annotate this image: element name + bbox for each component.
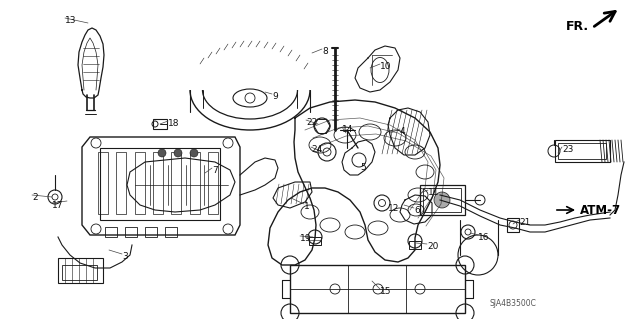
Text: 1: 1	[304, 202, 310, 211]
Text: 19: 19	[300, 234, 312, 243]
Text: SJA4B3500C: SJA4B3500C	[490, 299, 537, 308]
Bar	[153, 152, 163, 214]
Text: ATM-7: ATM-7	[580, 204, 621, 217]
Bar	[507, 218, 519, 232]
Bar	[116, 152, 126, 214]
Text: 7: 7	[212, 166, 218, 175]
Text: 11: 11	[428, 188, 440, 197]
Bar	[423, 188, 461, 212]
Text: 16: 16	[478, 233, 490, 242]
Text: 13: 13	[65, 16, 77, 25]
Text: 3: 3	[122, 252, 128, 261]
Text: 17: 17	[52, 201, 63, 210]
Circle shape	[158, 149, 166, 157]
Bar	[58, 258, 103, 283]
Text: 23: 23	[562, 145, 573, 154]
Text: 14: 14	[342, 125, 353, 134]
Circle shape	[174, 149, 182, 157]
Bar	[420, 185, 465, 215]
Text: 10: 10	[380, 62, 392, 71]
Bar	[145, 227, 157, 237]
Bar	[100, 148, 220, 220]
Circle shape	[434, 192, 450, 208]
Bar	[172, 152, 181, 214]
Bar	[555, 140, 610, 162]
Text: 24: 24	[311, 145, 323, 154]
Text: 15: 15	[380, 287, 392, 296]
Text: 8: 8	[322, 47, 328, 56]
Bar	[125, 227, 137, 237]
Bar	[165, 227, 177, 237]
Bar	[409, 241, 421, 249]
Bar	[558, 143, 606, 159]
Text: 2: 2	[32, 193, 38, 202]
Bar	[62, 265, 97, 280]
Text: 6: 6	[414, 206, 420, 215]
Circle shape	[190, 149, 198, 157]
Text: 18: 18	[168, 119, 179, 128]
Text: 22: 22	[306, 118, 317, 127]
Bar	[309, 237, 321, 245]
Bar	[98, 152, 108, 214]
Bar	[189, 152, 200, 214]
Bar	[290, 265, 465, 313]
Text: 12: 12	[388, 204, 399, 213]
Bar	[105, 227, 117, 237]
Text: 21: 21	[519, 218, 531, 227]
Bar	[208, 152, 218, 214]
Text: 5: 5	[360, 163, 365, 172]
Text: 4: 4	[400, 127, 406, 136]
Text: 9: 9	[272, 92, 278, 101]
Text: FR.: FR.	[566, 20, 589, 33]
Bar	[134, 152, 145, 214]
Bar	[153, 119, 167, 129]
Text: 20: 20	[427, 242, 438, 251]
